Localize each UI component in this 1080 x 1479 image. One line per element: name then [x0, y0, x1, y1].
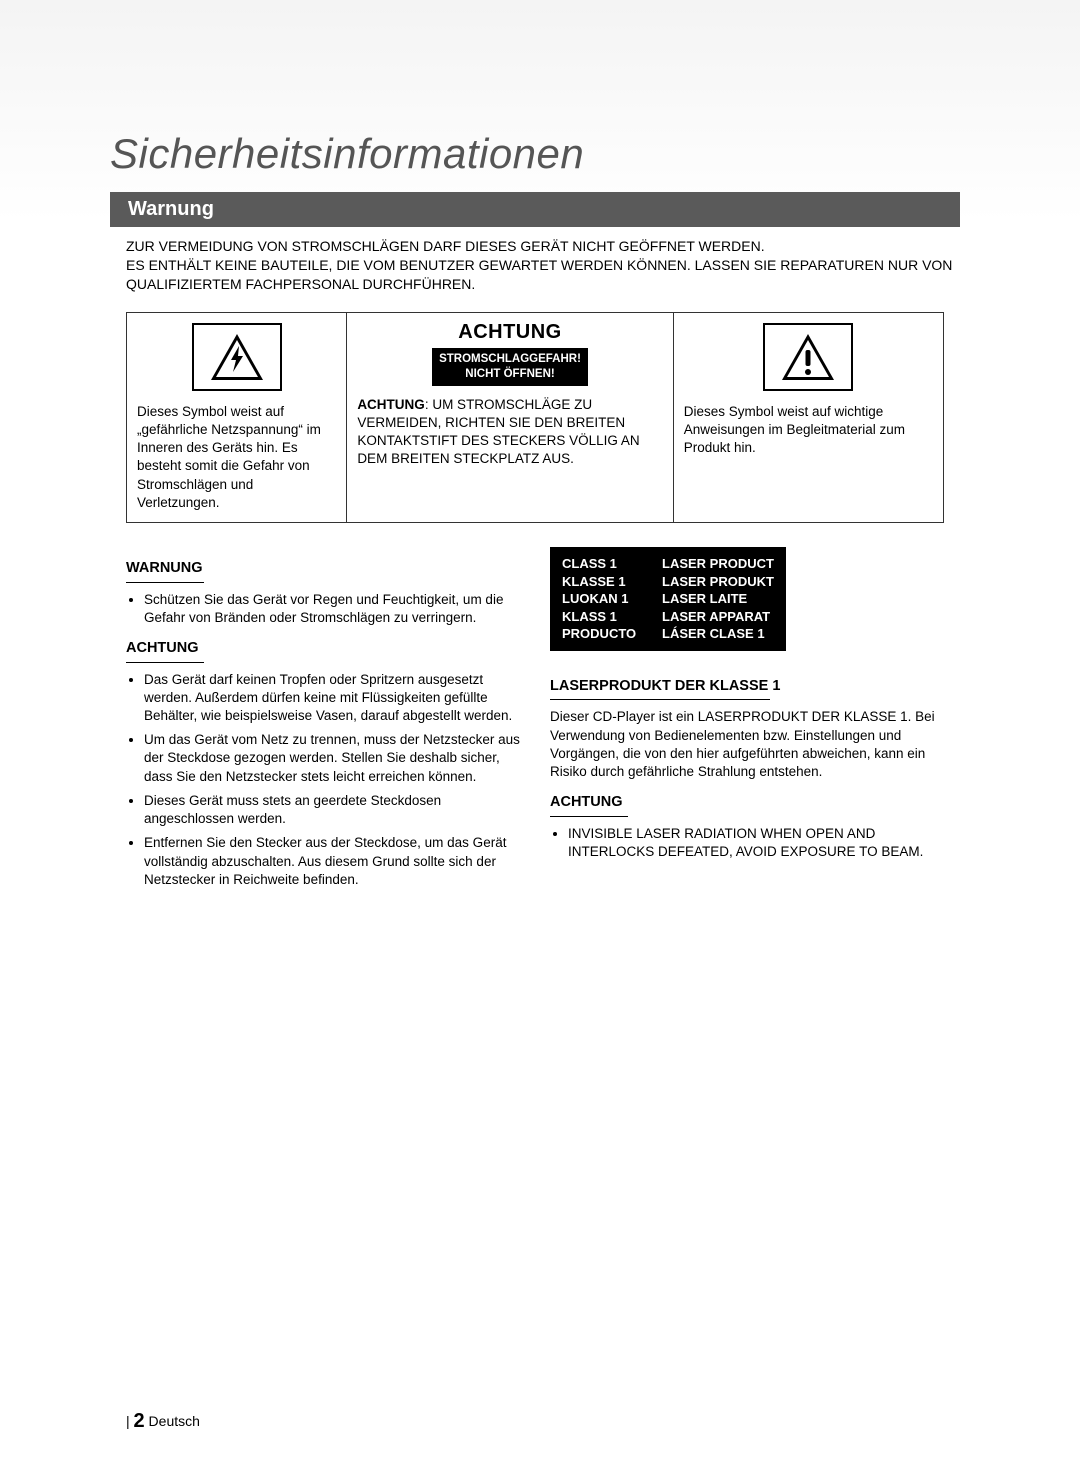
- laser-paragraph: Dieser CD-Player ist ein LASERPRODUKT DE…: [550, 708, 944, 781]
- achtung-list-right: INVISIBLE LASER RADIATION WHEN OPEN AND …: [550, 825, 944, 861]
- info-desc: Dieses Symbol weist auf wichtige Anweisu…: [674, 399, 943, 468]
- list-item: Das Gerät darf keinen Tropfen oder Sprit…: [144, 671, 520, 726]
- warnung-list: Schützen Sie das Gerät vor Regen und Feu…: [126, 591, 520, 627]
- lightning-triangle-icon: [209, 332, 265, 382]
- list-item: Um das Gerät vom Netz zu trennen, muss d…: [144, 731, 520, 786]
- voltage-icon-box: [127, 313, 346, 399]
- section-achtung-right: ACHTUNG: [550, 793, 944, 813]
- list-item: Dieses Gerät muss stets an geerdete Stec…: [144, 792, 520, 828]
- symbol-cell-voltage: Dieses Symbol weist auf „gefährliche Net…: [127, 313, 347, 522]
- intro-text: ZUR VERMEIDUNG VON STROMSCHLÄGEN DARF DI…: [126, 237, 960, 294]
- list-item: INVISIBLE LASER RADIATION WHEN OPEN AND …: [568, 825, 944, 861]
- footer-language: Deutsch: [149, 1413, 200, 1429]
- footer-bar: |: [126, 1413, 130, 1429]
- content-columns: WARNUNG Schützen Sie das Gerät vor Regen…: [126, 547, 944, 895]
- warning-banner: Warnung: [110, 192, 960, 227]
- info-icon-box: [674, 313, 943, 399]
- section-achtung-left: ACHTUNG: [126, 639, 520, 659]
- section-laser: LASERPRODUKT DER KLASSE 1: [550, 677, 944, 697]
- laser-class-box: CLASS 1LASER PRODUCT KLASSE 1LASER PRODU…: [550, 547, 786, 651]
- exclamation-triangle-icon: [780, 332, 836, 382]
- symbol-cell-achtung: ACHTUNG STROMSCHLAGGEFAHR! NICHT ÖFFNEN!…: [347, 313, 673, 522]
- intro-line-1: ZUR VERMEIDUNG VON STROMSCHLÄGEN DARF DI…: [126, 237, 960, 256]
- list-item: Entfernen Sie den Stecker aus der Steckd…: [144, 834, 520, 889]
- page-title: Sicherheitsinformationen: [110, 130, 960, 178]
- voltage-desc: Dieses Symbol weist auf „gefährliche Net…: [127, 399, 346, 522]
- right-column: CLASS 1LASER PRODUCT KLASSE 1LASER PRODU…: [550, 547, 944, 895]
- achtung-list-left: Das Gerät darf keinen Tropfen oder Sprit…: [126, 671, 520, 889]
- page-number: 2: [134, 1410, 145, 1432]
- symbol-cell-info: Dieses Symbol weist auf wichtige Anweisu…: [674, 313, 943, 522]
- symbol-table: Dieses Symbol weist auf „gefährliche Net…: [126, 312, 944, 523]
- page-footer: | 2 Deutsch: [126, 1410, 200, 1433]
- section-warnung: WARNUNG: [126, 559, 520, 579]
- achtung-desc: ACHTUNG: UM STROMSCHLÄGE ZU VERMEIDEN, R…: [347, 392, 672, 479]
- left-column: WARNUNG Schützen Sie das Gerät vor Regen…: [126, 547, 520, 895]
- list-item: Schützen Sie das Gerät vor Regen und Feu…: [144, 591, 520, 627]
- document-page: Sicherheitsinformationen Warnung ZUR VER…: [0, 0, 1080, 1479]
- intro-line-2: ES ENTHÄLT KEINE BAUTEILE, DIE VOM BENUT…: [126, 256, 960, 294]
- achtung-subtitle: STROMSCHLAGGEFAHR! NICHT ÖFFNEN!: [432, 348, 588, 386]
- achtung-title: ACHTUNG: [347, 321, 672, 344]
